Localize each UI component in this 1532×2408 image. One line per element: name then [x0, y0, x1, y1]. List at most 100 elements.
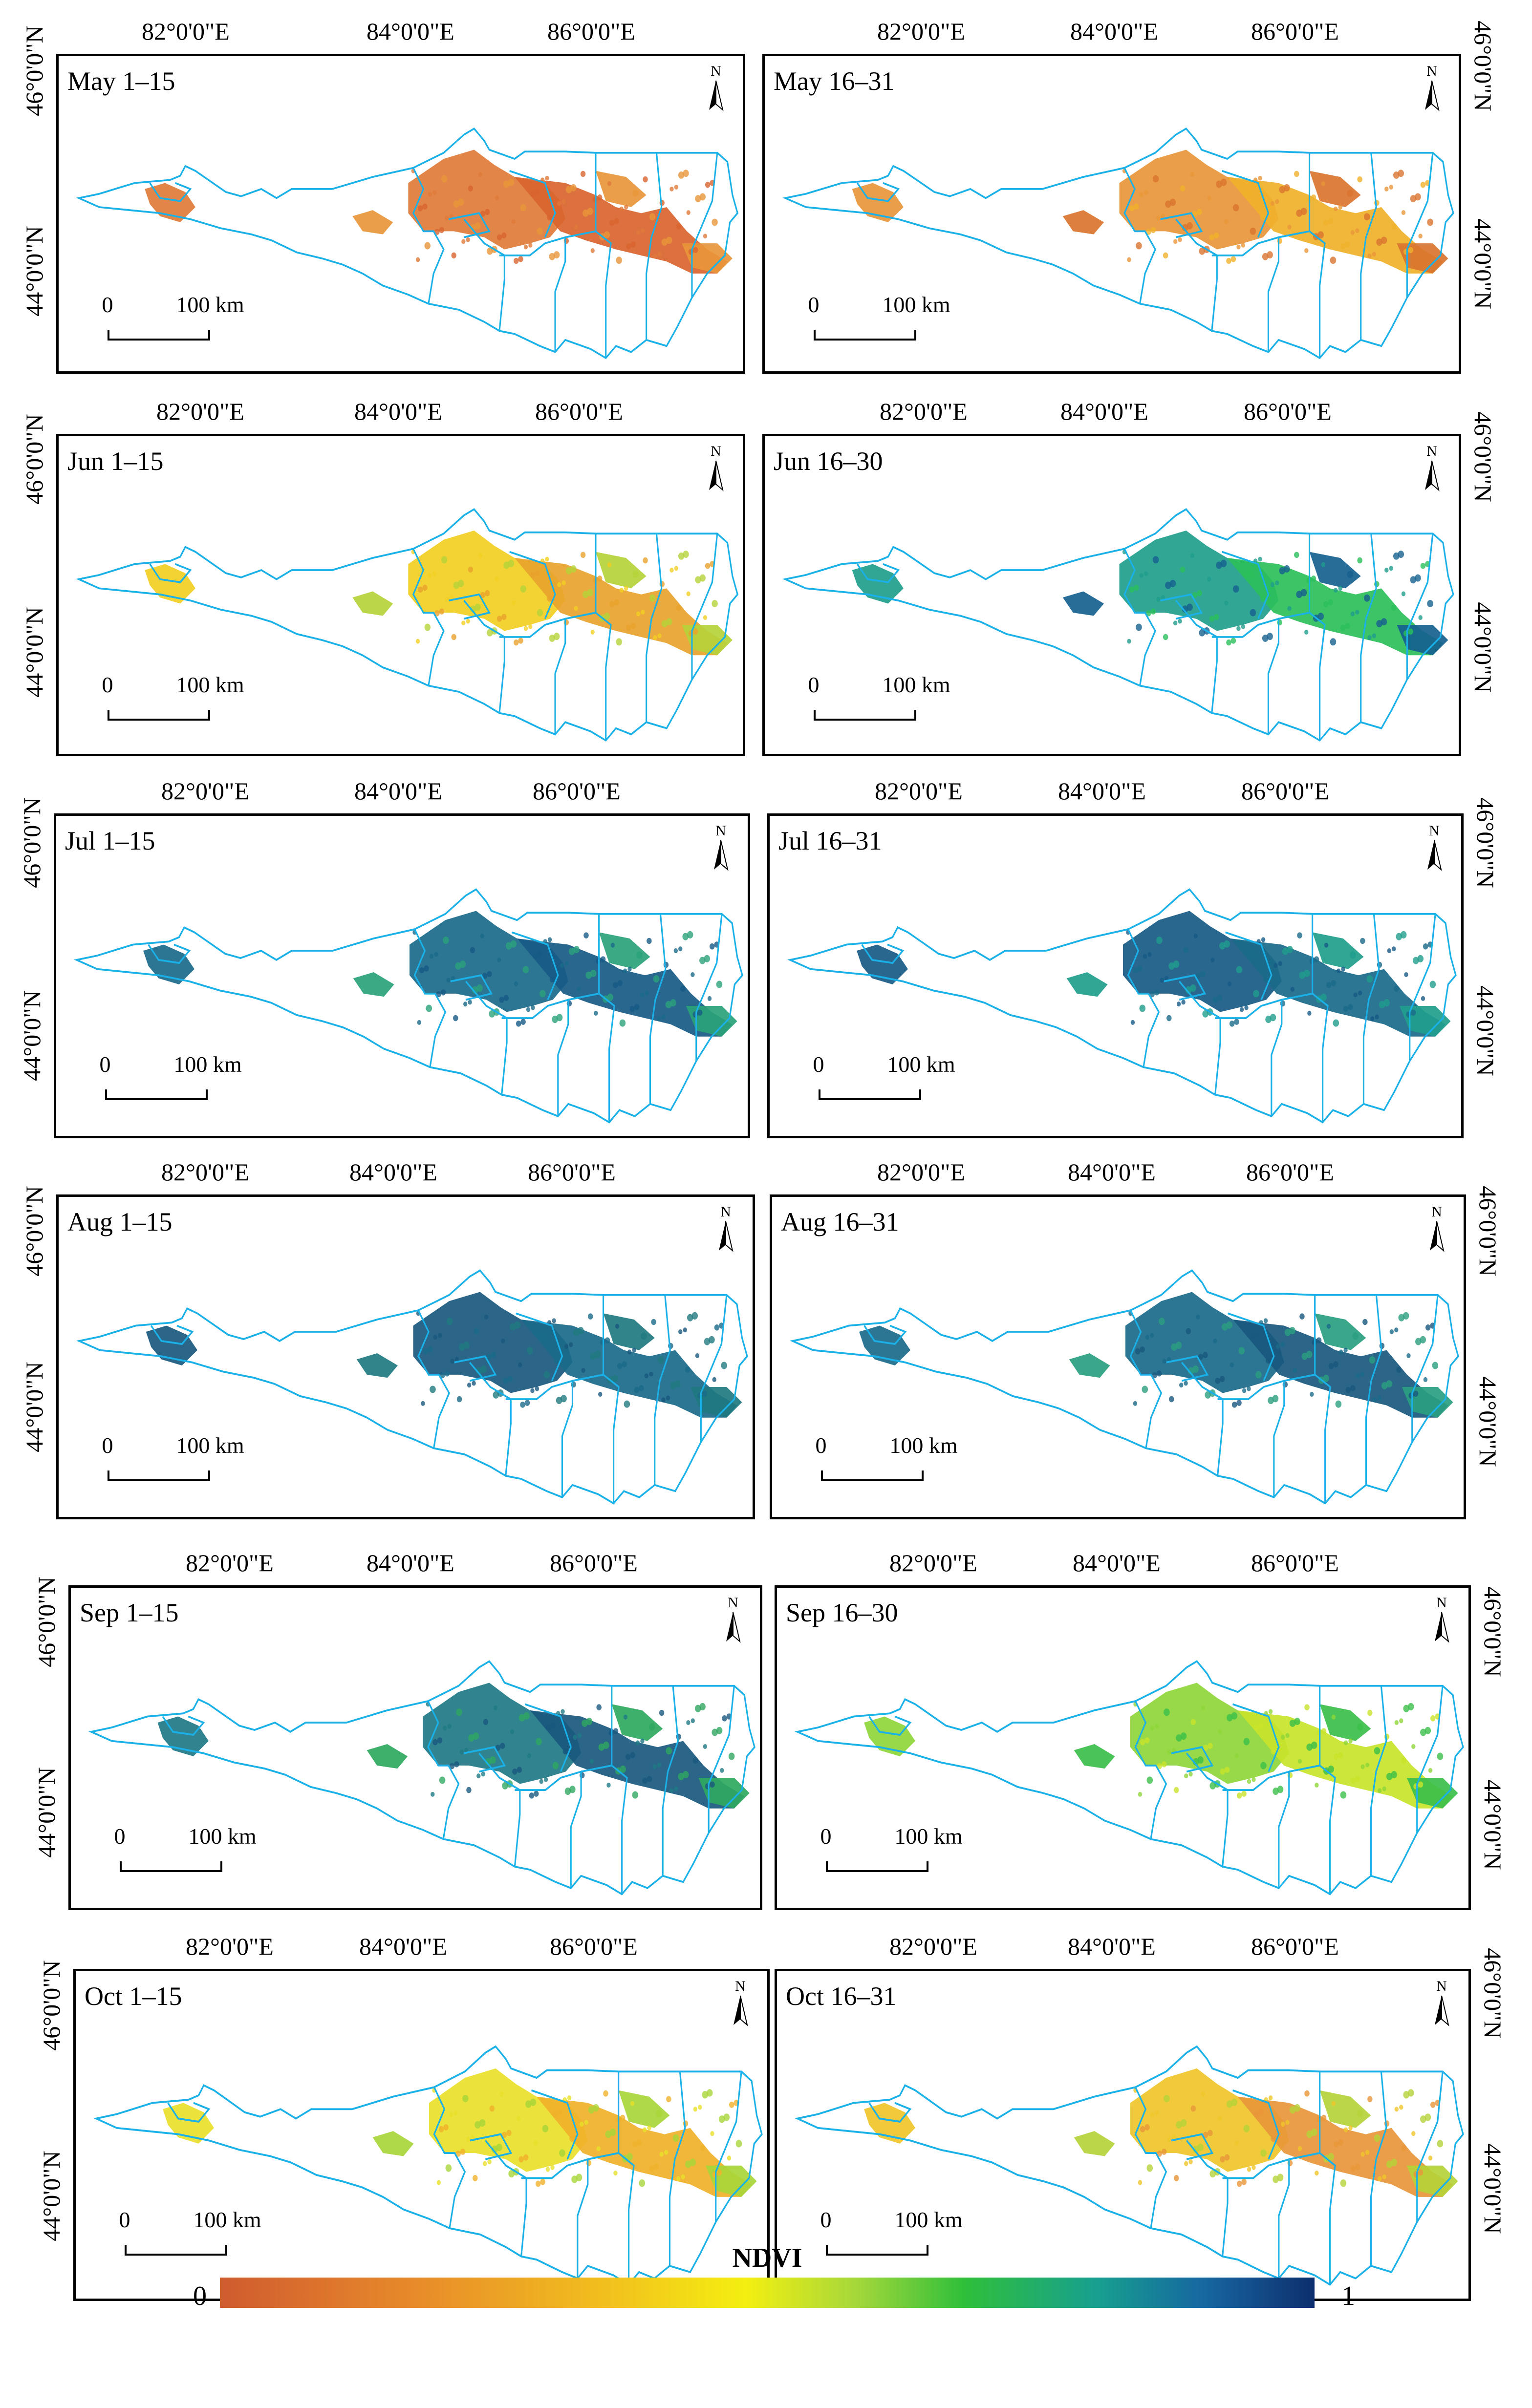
ndvi-pixel-speck — [1306, 2130, 1313, 2138]
ndvi-pixel-speck — [1217, 995, 1223, 1001]
ndvi-pixel-speck — [569, 1786, 576, 1793]
ndvi-pixel-speck — [1289, 2106, 1296, 2114]
ndvi-pixel-speck — [1398, 551, 1404, 558]
ndvi-pixel-speck — [1396, 1366, 1402, 1373]
ndvi-pixel-speck — [518, 638, 523, 644]
sub-basin-boundary — [417, 1310, 450, 1449]
north-arrow-icon: N — [1430, 1204, 1445, 1252]
ndvi-pixel-speck — [520, 204, 526, 212]
ndvi-pixel-speck — [1232, 204, 1239, 212]
ndvi-pixel-speck — [1201, 1705, 1205, 1710]
ndvi-pixel-speck — [1299, 971, 1305, 979]
ndvi-pixel-speck — [1273, 963, 1278, 968]
ndvi-pixel-speck — [690, 972, 695, 977]
ndvi-pixel-speck — [1180, 2119, 1187, 2127]
ndvi-pixel-speck — [1208, 2130, 1213, 2136]
ndvi-pixel-speck — [535, 1386, 539, 1391]
ndvi-pixel-speck — [697, 1009, 703, 1016]
ndvi-pixel-speck — [451, 252, 456, 259]
ndvi-pixel-speck — [461, 239, 466, 244]
ndvi-pixel-speck — [554, 1357, 560, 1364]
ndvi-pixel-speck — [1261, 937, 1266, 942]
ndvi-pixel-speck — [661, 1397, 666, 1403]
ndvi-pixel-speck — [539, 990, 546, 998]
ndvi-pixel-speck — [1428, 2155, 1433, 2161]
ndvi-pixel-speck — [596, 2146, 601, 2152]
ndvi-pixel-speck — [1184, 1773, 1188, 1779]
ndvi-pixel-speck — [1333, 588, 1338, 593]
scale-bar: 0 100 km — [816, 1432, 958, 1491]
ndvi-pixel-speck — [652, 1764, 657, 1769]
ndvi-pixel-speck — [1146, 610, 1151, 617]
ndvi-pixel-speck — [418, 586, 423, 593]
ndvi-pixel-speck — [1304, 630, 1309, 635]
scale-bar: 0 100 km — [808, 292, 950, 350]
ndvi-pixel-speck — [564, 961, 569, 966]
ndvi-pixel-speck — [1323, 1374, 1329, 1382]
ndvi-pixel-speck — [583, 932, 589, 938]
ndvi-pixel-speck — [624, 205, 628, 210]
ndvi-pixel-speck — [1404, 972, 1408, 977]
ndvi-pixel-speck — [545, 175, 549, 181]
ndvi-pixel-speck — [727, 2155, 732, 2161]
ndvi-pixel-speck — [686, 591, 690, 597]
ndvi-pixel-speck — [1270, 1014, 1276, 1022]
legend-title: NDVI — [732, 2243, 802, 2273]
latitude-label: 44°0'0"N — [1469, 218, 1497, 309]
scale-zero-label: 0 — [119, 2207, 130, 2232]
ndvi-pixel-speck — [1413, 957, 1419, 964]
ndvi-pixel-speck — [1331, 1714, 1336, 1720]
ndvi-pixel-speck — [649, 594, 656, 602]
ndvi-pixel-speck — [1260, 1762, 1267, 1769]
ndvi-pixel-speck — [1330, 256, 1337, 264]
ndvi-pixel-speck — [1394, 2107, 1399, 2112]
ndvi-pixel-speck — [1310, 1392, 1314, 1397]
ndvi-pixel-speck — [1284, 1328, 1291, 1336]
north-label: N — [1426, 63, 1437, 79]
ndvi-pixel-speck — [1392, 946, 1396, 952]
ndvi-pixel-speck — [1401, 2145, 1406, 2152]
ndvi-pixel-speck — [1248, 189, 1253, 195]
ndvi-pixel-speck — [1348, 2125, 1353, 2131]
ndvi-pixel-speck — [530, 1388, 535, 1393]
ndvi-pixel-speck — [486, 1354, 492, 1360]
ndvi-pixel-speck — [1323, 219, 1329, 226]
ndvi-pixel-speck — [1421, 996, 1425, 1001]
ndvi-pixel-speck — [1208, 1743, 1213, 1749]
ndvi-pixel-speck — [632, 571, 639, 578]
ndvi-pixel-speck — [1241, 624, 1246, 629]
scale-bar-line — [821, 1470, 924, 1481]
ndvi-pixel-speck — [1138, 2180, 1143, 2185]
vegetation-ndvi-area — [1309, 170, 1361, 207]
sub-basin-boundary — [1362, 914, 1380, 1104]
vegetation-ndvi-area — [1122, 911, 1282, 1012]
ndvi-pixel-speck — [495, 195, 499, 201]
ndvi-pixel-speck — [1202, 1010, 1208, 1018]
sub-basin-boundary — [861, 943, 905, 964]
ndvi-pixel-speck — [609, 2129, 616, 2136]
ndvi-pixel-speck — [440, 989, 446, 996]
ndvi-pixel-speck — [1156, 1370, 1162, 1377]
latitude-label: 44°0'0"N — [1479, 2143, 1507, 2234]
ndvi-pixel-speck — [1139, 573, 1144, 578]
ndvi-pixel-speck — [1154, 989, 1160, 996]
ndvi-pixel-speck — [1384, 567, 1389, 573]
ndvi-pixel-speck — [1226, 257, 1231, 264]
vegetation-ndvi-area — [367, 1744, 408, 1769]
ndvi-pixel-speck — [649, 2165, 655, 2172]
ndvi-pixel-speck — [735, 2140, 742, 2148]
ndvi-pixel-speck — [1209, 234, 1215, 240]
ndvi-pixel-speck — [542, 2125, 549, 2132]
ndvi-pixel-speck — [669, 186, 674, 192]
sub-basin-boundary — [581, 1764, 628, 1895]
ndvi-pixel-speck — [468, 566, 474, 573]
ndvi-pixel-speck — [1328, 2153, 1334, 2161]
ndvi-pixel-speck — [1186, 1328, 1191, 1335]
scale-bar-line — [819, 1089, 921, 1100]
ndvi-pixel-speck — [1283, 184, 1290, 192]
ndvi-pixel-speck — [603, 1741, 609, 1749]
vegetation-ndvi-area — [1062, 591, 1104, 616]
ndvi-pixel-speck — [723, 2113, 730, 2121]
ndvi-pixel-speck — [596, 1704, 602, 1710]
ndvi-pixel-speck — [476, 1773, 481, 1779]
